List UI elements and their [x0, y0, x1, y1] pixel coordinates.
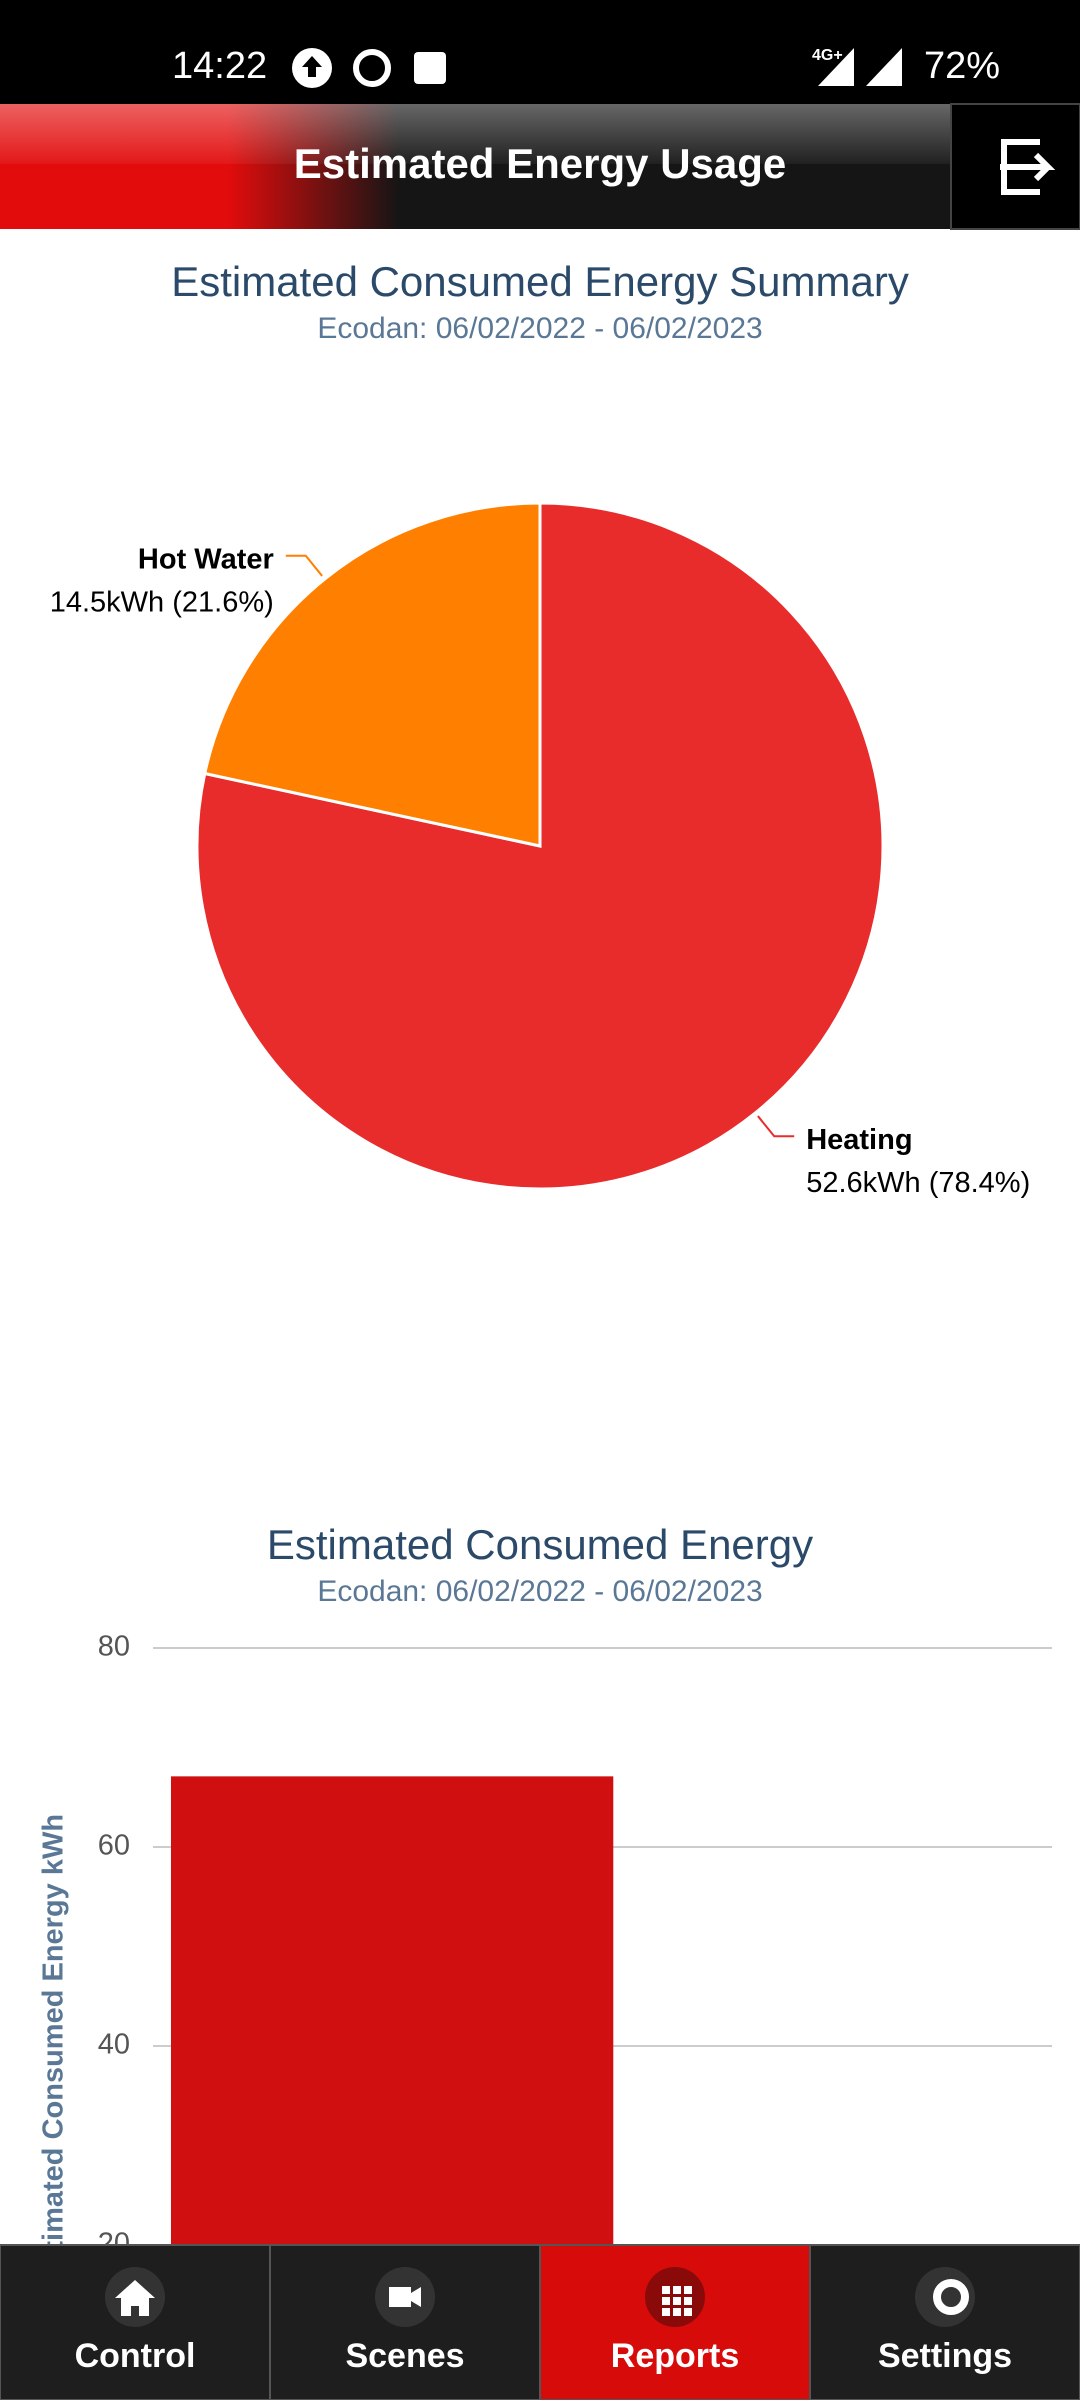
grid-glyph — [673, 2308, 681, 2316]
slice-value-label: 14.5kWh (21.6%) — [50, 586, 274, 618]
header-gloss — [0, 104, 951, 164]
nav-label: Settings — [878, 2337, 1012, 2375]
slice-label: Heating — [806, 1124, 912, 1156]
bottom-nav: Control Scenes Reports Settings — [0, 2244, 1080, 2400]
chart-subtitle: Ecodan: 06/02/2022 - 06/02/2023 — [317, 312, 762, 345]
y-tick-label: 40 — [98, 2029, 130, 2061]
status-time: 14:22 — [172, 45, 267, 87]
grid-glyph — [662, 2286, 670, 2294]
sync-icon — [353, 49, 391, 87]
chart-title: Estimated Consumed Energy — [267, 1521, 813, 1568]
grid-glyph — [673, 2286, 681, 2294]
y-tick-label: 60 — [98, 1830, 130, 1862]
battery-level: 72% — [924, 45, 1000, 87]
grid-glyph — [662, 2297, 670, 2305]
status-bar — [0, 0, 1080, 104]
slice-value-label: 52.6kWh (78.4%) — [806, 1167, 1030, 1199]
upload-glyph — [302, 56, 322, 77]
grid-glyph — [673, 2297, 681, 2305]
signal-icon — [818, 48, 854, 86]
image-icon — [414, 52, 446, 84]
grid-glyph — [684, 2286, 692, 2294]
grid-glyph — [662, 2308, 670, 2316]
grid-glyph — [684, 2297, 692, 2305]
nav-label: Scenes — [345, 2337, 464, 2375]
logout-icon — [1000, 139, 1056, 195]
grid-glyph — [684, 2308, 692, 2316]
chart-subtitle: Ecodan: 06/02/2022 - 06/02/2023 — [317, 1575, 762, 1608]
settings-glyph — [933, 2279, 969, 2315]
chart-title: Estimated Consumed Energy Summary — [171, 258, 909, 305]
pie-slice — [202, 501, 542, 848]
leader-line — [757, 1115, 795, 1138]
camera-glyph — [389, 2287, 421, 2307]
leader-line — [285, 554, 323, 577]
y-axis-label: Estimated Consumed Energy kWh — [38, 1814, 70, 2286]
slice-label: Hot Water — [138, 543, 274, 575]
header-title: Estimated Energy Usage — [294, 140, 787, 187]
y-tick-label: 80 — [98, 1631, 130, 1663]
nav-label: Reports — [611, 2337, 739, 2375]
nav-label: Control — [75, 2337, 196, 2375]
network-type: 4G+ — [812, 47, 843, 64]
content: Estimated Consumed Energy Summary Ecodan:… — [38, 258, 1052, 2400]
home-glyph — [115, 2280, 155, 2316]
signal-icon — [866, 48, 902, 86]
